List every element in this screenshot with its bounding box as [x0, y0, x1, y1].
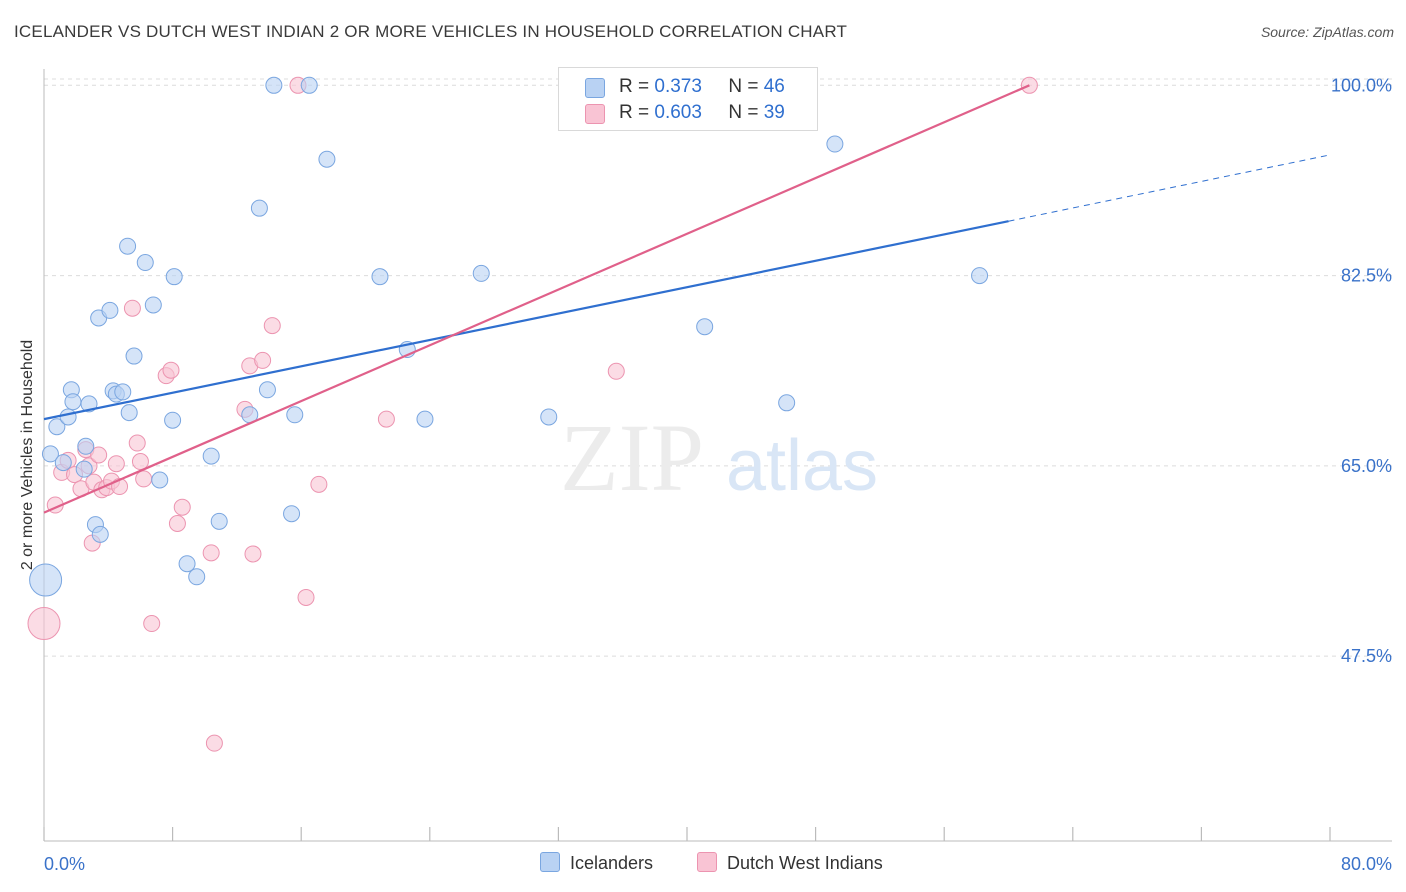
stats-legend: R = 0.373 N = 46 R = 0.603 N = 39: [558, 67, 818, 131]
y-tick-label: 47.5%: [1341, 646, 1392, 666]
icelanders-point: [164, 411, 182, 429]
n-label: N =: [728, 76, 759, 97]
legend-item-icelanders[interactable]: Icelanders: [540, 852, 653, 874]
icelanders-point: [416, 410, 434, 428]
icelanders-point: [250, 199, 268, 217]
y-tick-label: 100.0%: [1331, 75, 1392, 95]
icelanders-point: [265, 76, 283, 94]
dutch-west-indians-point: [90, 446, 108, 464]
icelanders-point: [178, 555, 196, 573]
dutch-west-indians-point: [131, 453, 149, 471]
icelanders-point: [971, 267, 989, 285]
icelanders-trend-line: [43, 220, 1009, 421]
icelanders-point: [283, 505, 301, 523]
dutch-west-indians-point: [135, 470, 153, 488]
icelanders-point: [120, 404, 138, 422]
dutch-west-indians-point: [377, 410, 395, 428]
icelanders-point: [136, 254, 154, 272]
icelanders-point: [80, 395, 98, 413]
icelanders-legend-swatch: [540, 852, 560, 872]
icelanders-point: [258, 381, 276, 399]
pink-points: [27, 76, 1038, 752]
icelanders-point: [75, 460, 93, 478]
blue-points: [29, 76, 989, 597]
icelanders-point: [91, 525, 109, 543]
axes: [43, 69, 1392, 842]
dutch-west-indians-point: [143, 615, 161, 633]
icelanders-point: [371, 268, 389, 286]
icelanders-point: [77, 437, 95, 455]
icelanders-point: [300, 76, 318, 94]
icelanders-point: [114, 383, 132, 401]
dutch-west-indians-trend-line: [43, 84, 1030, 514]
chart-title: ICELANDER VS DUTCH WEST INDIAN 2 OR MORE…: [14, 22, 848, 41]
icelanders-point: [165, 268, 183, 286]
icelanders-swatch: [585, 78, 605, 98]
icelanders-point: [41, 445, 59, 463]
icelanders-point: [119, 237, 137, 255]
icelanders-point: [778, 394, 796, 412]
dutch-west-indians-point: [128, 434, 146, 452]
watermark-atlas: atlas: [726, 426, 878, 506]
icelanders-point: [696, 318, 714, 336]
icelanders-point: [151, 471, 169, 489]
dutch-west-indians-point: [205, 734, 223, 752]
icelanders-point: [826, 135, 844, 153]
icelanders-point: [540, 408, 558, 426]
x-tick-label-min: 0.0%: [44, 854, 85, 874]
r-label: R =: [619, 102, 650, 123]
icelanders-point: [202, 447, 220, 465]
r-value-icelanders: 0.373: [654, 76, 702, 97]
y-tick-label: 65.0%: [1341, 456, 1392, 476]
icelanders-point: [210, 512, 228, 530]
icelanders-point: [48, 418, 66, 436]
icelanders-point: [29, 563, 63, 597]
dutch-west-indians-swatch: [585, 104, 605, 124]
trend-lines: [43, 84, 1331, 514]
n-value-icelanders: 46: [763, 76, 785, 97]
icelanders-point: [144, 296, 162, 314]
legend-label-icelanders: Icelanders: [570, 853, 654, 873]
icelanders-point: [54, 454, 72, 472]
icelanders-point: [188, 568, 206, 586]
legend-item-dutch-west-indians[interactable]: Dutch West Indians: [697, 852, 883, 874]
icelanders-point: [472, 264, 490, 282]
dutch-west-indians-point: [607, 362, 625, 380]
dutch-west-indians-point: [202, 544, 220, 562]
watermark-zip: ZIP: [560, 404, 704, 511]
x-tick-label-max: 80.0%: [1341, 854, 1392, 874]
dutch-west-indians-legend-swatch: [697, 852, 717, 872]
watermark: ZIP atlas: [560, 404, 878, 511]
dutch-west-indians-point: [162, 361, 180, 379]
icelanders-trend-extension: [1008, 154, 1331, 222]
r-value-dutch-west-indians: 0.603: [654, 102, 702, 123]
dutch-west-indians-point: [244, 545, 262, 563]
r-label: R =: [619, 76, 650, 97]
dutch-west-indians-point: [297, 588, 315, 606]
icelanders-point: [59, 408, 77, 426]
y-tick-label: 82.5%: [1341, 266, 1392, 286]
dutch-west-indians-point: [168, 515, 186, 533]
dutch-west-indians-point: [173, 498, 191, 516]
legend-label-dutch-west-indians: Dutch West Indians: [727, 853, 883, 873]
dutch-west-indians-point: [254, 351, 272, 369]
n-value-dutch-west-indians: 39: [763, 102, 785, 123]
icelanders-point: [286, 406, 304, 424]
dutch-west-indians-point: [310, 475, 328, 493]
n-label: N =: [728, 102, 759, 123]
x-tick-labels: 0.0% 80.0%: [44, 854, 1392, 874]
icelanders-point: [125, 347, 143, 365]
icelanders-point: [318, 150, 336, 168]
dutch-west-indians-point: [123, 299, 141, 317]
source-label: Source: ZipAtlas.com: [1260, 24, 1394, 40]
y-tick-labels: 47.5% 65.0% 82.5% 100.0%: [1331, 75, 1392, 666]
series-legend: Icelanders Dutch West Indians: [0, 852, 1406, 878]
dutch-west-indians-point: [27, 607, 61, 641]
icelanders-point: [64, 393, 82, 411]
icelanders-point: [101, 301, 119, 319]
dutch-west-indians-point: [263, 317, 281, 335]
dutch-west-indians-point: [107, 455, 125, 473]
